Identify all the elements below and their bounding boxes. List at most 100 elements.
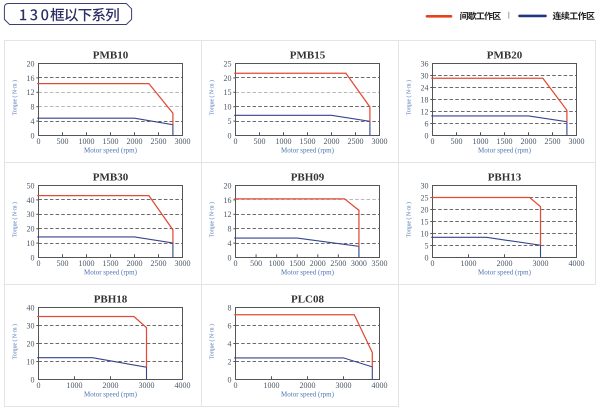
svg-text:8: 8 [228, 303, 232, 312]
svg-text:0: 0 [425, 131, 429, 140]
svg-text:4: 4 [228, 339, 232, 348]
svg-text:PMB30: PMB30 [93, 171, 129, 183]
svg-text:500: 500 [57, 137, 69, 146]
svg-text:2000: 2000 [127, 259, 143, 268]
svg-text:0: 0 [234, 137, 238, 146]
svg-text:3000: 3000 [336, 381, 352, 390]
svg-text:Motor speed (rpm): Motor speed (rpm) [84, 268, 138, 276]
svg-text:5: 5 [228, 117, 232, 126]
svg-text:3500: 3500 [372, 259, 388, 268]
svg-text:8: 8 [228, 225, 232, 234]
svg-text:24: 24 [421, 83, 429, 92]
svg-text:20: 20 [27, 339, 35, 348]
svg-text:500: 500 [451, 137, 463, 146]
svg-text:500: 500 [57, 259, 69, 268]
svg-text:4000: 4000 [372, 381, 388, 390]
svg-text:2000: 2000 [300, 381, 316, 390]
svg-text:30: 30 [27, 210, 35, 219]
svg-text:Torque ( N·m ): Torque ( N·m ) [11, 202, 18, 237]
svg-text:1000: 1000 [79, 137, 95, 146]
svg-text:20: 20 [27, 59, 35, 68]
svg-text:3000: 3000 [175, 259, 191, 268]
svg-text:1000: 1000 [276, 137, 292, 146]
svg-text:36: 36 [421, 59, 429, 68]
svg-text:Motor speed (rpm): Motor speed (rpm) [84, 146, 138, 154]
svg-text:PMB10: PMB10 [93, 49, 129, 61]
svg-text:500: 500 [250, 259, 262, 268]
svg-text:3000: 3000 [372, 137, 388, 146]
svg-text:2000: 2000 [497, 259, 513, 268]
svg-text:20: 20 [224, 181, 232, 190]
svg-text:2000: 2000 [521, 137, 537, 146]
svg-text:20: 20 [224, 74, 232, 83]
svg-text:Torque ( N·m ): Torque ( N·m ) [11, 324, 18, 359]
svg-text:0: 0 [31, 375, 35, 384]
svg-text:2500: 2500 [545, 137, 561, 146]
svg-text:1000: 1000 [269, 259, 285, 268]
svg-text:0: 0 [228, 375, 232, 384]
svg-text:2000: 2000 [127, 137, 143, 146]
svg-text:Motor speed (rpm): Motor speed (rpm) [281, 268, 335, 276]
svg-text:15: 15 [421, 217, 429, 226]
svg-text:Torque ( N·m ): Torque ( N·m ) [208, 202, 215, 237]
svg-text:15: 15 [224, 88, 232, 97]
svg-text:1000: 1000 [461, 259, 477, 268]
svg-text:0: 0 [234, 259, 238, 268]
svg-text:12: 12 [421, 107, 429, 116]
svg-text:Torque ( N·m ): Torque ( N·m ) [405, 80, 412, 115]
svg-text:2500: 2500 [330, 259, 346, 268]
svg-text:0: 0 [431, 137, 435, 146]
svg-text:3000: 3000 [569, 137, 585, 146]
svg-text:10: 10 [27, 239, 35, 248]
svg-text:0: 0 [37, 381, 41, 390]
svg-text:Motor speed (rpm): Motor speed (rpm) [478, 268, 532, 276]
svg-text:10: 10 [224, 103, 232, 112]
svg-text:1500: 1500 [103, 259, 119, 268]
svg-text:PMB20: PMB20 [487, 49, 523, 61]
svg-text:0: 0 [31, 131, 35, 140]
svg-text:2000: 2000 [324, 137, 340, 146]
svg-text:Torque ( N·m ): Torque ( N·m ) [405, 202, 412, 237]
svg-text:4000: 4000 [175, 381, 191, 390]
svg-text:30: 30 [421, 71, 429, 80]
svg-text:12: 12 [224, 210, 232, 219]
svg-text:6: 6 [425, 119, 429, 128]
svg-text:5: 5 [425, 241, 429, 250]
svg-text:0: 0 [37, 259, 41, 268]
svg-text:500: 500 [254, 137, 266, 146]
svg-text:0: 0 [228, 253, 232, 262]
svg-text:1000: 1000 [264, 381, 280, 390]
svg-text:0: 0 [31, 253, 35, 262]
svg-text:3000: 3000 [175, 137, 191, 146]
svg-text:Motor speed (rpm): Motor speed (rpm) [478, 146, 532, 154]
svg-text:3000: 3000 [351, 259, 367, 268]
svg-text:30: 30 [27, 321, 35, 330]
svg-text:1000: 1000 [473, 137, 489, 146]
svg-text:20: 20 [27, 225, 35, 234]
svg-text:0: 0 [431, 259, 435, 268]
svg-text:PBH13: PBH13 [488, 171, 522, 183]
svg-text:4: 4 [228, 239, 232, 248]
svg-text:1000: 1000 [79, 259, 95, 268]
svg-text:2000: 2000 [310, 259, 326, 268]
svg-text:2500: 2500 [348, 137, 364, 146]
svg-text:Motor speed (rpm): Motor speed (rpm) [84, 390, 138, 398]
svg-text:0: 0 [234, 381, 238, 390]
svg-text:4000: 4000 [569, 259, 585, 268]
svg-text:3000: 3000 [533, 259, 549, 268]
svg-text:Torque ( N·m ): Torque ( N·m ) [11, 80, 18, 115]
svg-text:2500: 2500 [151, 137, 167, 146]
svg-text:1500: 1500 [300, 137, 316, 146]
svg-text:18: 18 [421, 95, 429, 104]
svg-text:10: 10 [27, 357, 35, 366]
svg-text:2500: 2500 [151, 259, 167, 268]
svg-text:12: 12 [27, 88, 35, 97]
svg-text:20: 20 [421, 205, 429, 214]
svg-text:1500: 1500 [103, 137, 119, 146]
svg-text:2: 2 [228, 357, 232, 366]
svg-text:1000: 1000 [67, 381, 83, 390]
svg-text:Torque ( N·m ): Torque ( N·m ) [208, 324, 215, 359]
svg-text:PBH18: PBH18 [94, 293, 128, 305]
svg-text:0: 0 [228, 131, 232, 140]
svg-text:8: 8 [31, 103, 35, 112]
